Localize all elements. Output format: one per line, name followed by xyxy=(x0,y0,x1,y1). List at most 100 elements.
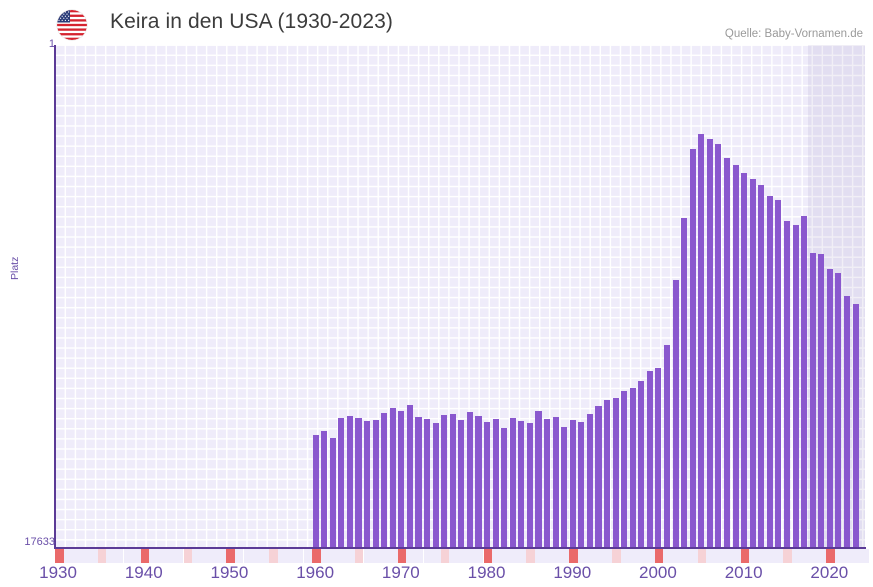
tick-marker-blank xyxy=(63,549,73,563)
source-attribution: Quelle: Baby-Vornamen.de xyxy=(724,28,863,40)
bar[interactable] xyxy=(526,423,533,548)
bar[interactable] xyxy=(338,418,345,548)
tick-marker-blank xyxy=(629,549,638,563)
bar[interactable] xyxy=(826,269,833,548)
bar[interactable] xyxy=(655,368,662,548)
tick-marker-blank xyxy=(132,549,141,563)
bar[interactable] xyxy=(518,421,525,548)
bar[interactable] xyxy=(766,196,773,548)
tick-marker-blank xyxy=(663,549,672,563)
tick-marker-blank xyxy=(766,549,775,563)
tick-marker-blank xyxy=(492,549,501,563)
bar[interactable] xyxy=(783,221,791,548)
tick-marker-blank xyxy=(192,549,201,563)
bar[interactable] xyxy=(646,371,653,548)
bar[interactable] xyxy=(346,416,353,548)
bar[interactable] xyxy=(835,273,842,548)
tick-marker-blank xyxy=(243,549,253,563)
bar[interactable] xyxy=(672,280,679,548)
tick-marker-blank xyxy=(800,549,810,563)
bar[interactable] xyxy=(415,417,422,548)
bar[interactable] xyxy=(569,420,576,548)
bar[interactable] xyxy=(372,420,379,548)
bar[interactable] xyxy=(595,406,602,548)
bar[interactable] xyxy=(638,381,645,548)
tick-marker-blank xyxy=(586,549,595,563)
bar[interactable] xyxy=(715,144,722,548)
bar[interactable] xyxy=(466,412,473,548)
bar[interactable] xyxy=(775,200,782,548)
tick-marker-blank xyxy=(200,549,210,563)
tick-marker-blank xyxy=(72,549,81,563)
x-axis-label: 1940 xyxy=(124,563,163,582)
tick-marker-blank xyxy=(843,549,852,563)
bar[interactable] xyxy=(818,254,825,548)
bar[interactable] xyxy=(458,420,465,548)
tick-marker-blank xyxy=(346,549,355,563)
bar[interactable] xyxy=(381,413,388,548)
bar[interactable] xyxy=(801,216,808,548)
bar[interactable] xyxy=(792,225,799,548)
bar[interactable] xyxy=(578,422,585,548)
bar[interactable] xyxy=(706,139,713,548)
bar[interactable] xyxy=(843,296,851,548)
bar[interactable] xyxy=(355,418,362,548)
bar[interactable] xyxy=(681,218,688,548)
bar[interactable] xyxy=(809,253,816,548)
tick-marker-blank xyxy=(372,549,381,563)
bar[interactable] xyxy=(561,427,568,548)
bar[interactable] xyxy=(492,419,499,548)
chart-header: Keira in den USA (1930-2023) Quelle: Bab… xyxy=(0,0,873,45)
tick-marker-blank xyxy=(217,549,227,563)
tick-marker-blank xyxy=(577,549,587,563)
bar[interactable] xyxy=(475,416,482,548)
bar[interactable] xyxy=(329,438,336,548)
x-axis-label: 1990 xyxy=(553,563,592,582)
tick-marker-blank xyxy=(337,549,347,563)
bar[interactable] xyxy=(552,417,559,548)
tick-marker-blank xyxy=(706,549,715,563)
bar[interactable] xyxy=(543,419,551,548)
bar[interactable] xyxy=(621,391,628,548)
bar[interactable] xyxy=(432,423,439,548)
bar[interactable] xyxy=(749,179,756,548)
x-axis-label: 2010 xyxy=(724,563,763,582)
bar[interactable] xyxy=(741,173,748,548)
bar[interactable] xyxy=(689,149,696,548)
tick-marker-minor xyxy=(440,549,450,563)
bar[interactable] xyxy=(398,411,405,548)
tick-marker-major xyxy=(140,549,150,563)
bar[interactable] xyxy=(441,415,448,548)
bar[interactable] xyxy=(758,185,765,548)
bar[interactable] xyxy=(484,422,491,548)
x-axis-label: 1980 xyxy=(467,563,506,582)
bar[interactable] xyxy=(663,345,671,548)
bar[interactable] xyxy=(629,388,636,548)
tick-marker-blank xyxy=(509,549,518,563)
bar[interactable] xyxy=(698,134,705,548)
tick-marker-blank xyxy=(834,549,844,563)
bar[interactable] xyxy=(852,304,859,548)
tick-marker-blank xyxy=(114,549,124,563)
tick-marker-blank xyxy=(594,549,604,563)
tick-marker-major xyxy=(654,549,664,563)
bar[interactable] xyxy=(449,414,456,548)
bar[interactable] xyxy=(364,421,371,548)
bar[interactable] xyxy=(424,419,431,548)
bar[interactable] xyxy=(535,411,542,548)
bar[interactable] xyxy=(732,165,739,548)
tick-marker-blank xyxy=(149,549,158,563)
tick-marker-blank xyxy=(414,549,424,563)
bar[interactable] xyxy=(723,158,731,548)
bar[interactable] xyxy=(586,414,593,548)
tick-marker-blank xyxy=(774,549,784,563)
bar[interactable] xyxy=(312,435,319,548)
bar[interactable] xyxy=(501,428,508,548)
bar[interactable] xyxy=(406,405,413,548)
bar[interactable] xyxy=(509,418,516,548)
bar[interactable] xyxy=(389,408,396,548)
tick-marker-minor xyxy=(526,549,535,563)
bar[interactable] xyxy=(321,431,328,548)
bar[interactable] xyxy=(603,400,611,548)
bar[interactable] xyxy=(612,398,619,548)
